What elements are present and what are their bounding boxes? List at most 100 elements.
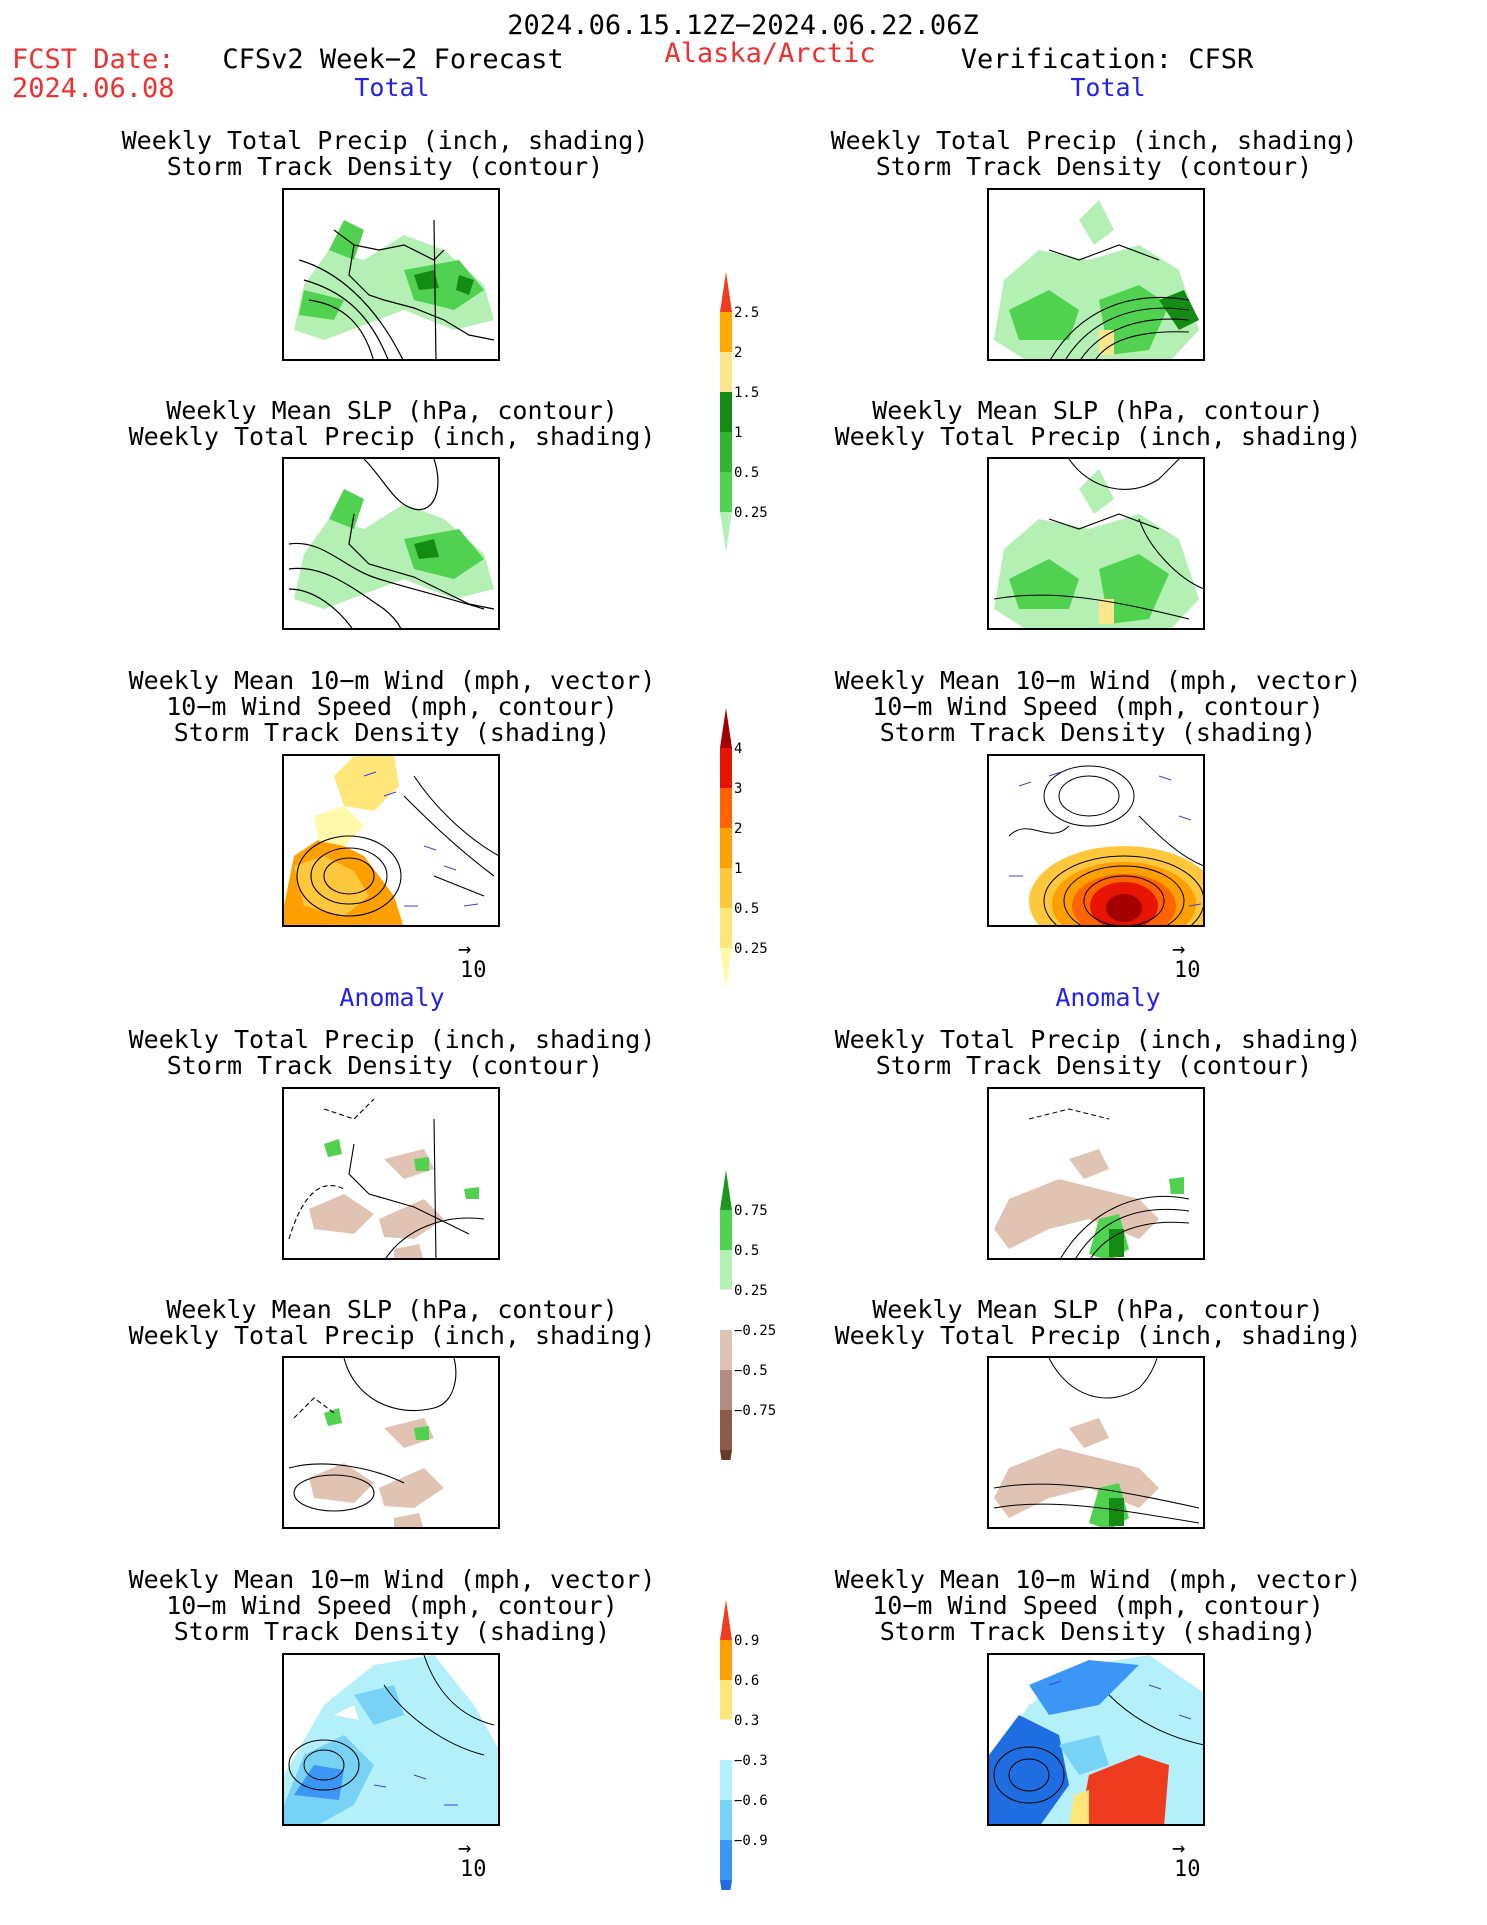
vector-reference-arrow: → <box>1172 937 1186 962</box>
vector-reference-arrow: → <box>458 937 472 962</box>
colorbar-segment <box>720 1760 732 1800</box>
map-total-wind-storm-verification <box>987 754 1205 927</box>
fcst-date-value: 2024.06.08 <box>12 73 175 104</box>
colorbar-segment <box>720 1800 732 1840</box>
colorbar-tick-label: 2 <box>734 345 742 361</box>
vector-reference-value: 10 <box>1174 958 1201 983</box>
forecast-model-label: CFSv2 Week−2 Forecast <box>222 44 564 75</box>
colorbar-total-precip: 0.25 0.5 1 1.5 2 2.5 <box>720 272 768 552</box>
colorbar-segment <box>720 1210 732 1250</box>
map-anomaly-precip-storm-verification <box>987 1087 1205 1260</box>
colorbar-tick-label: 0.6 <box>734 1673 759 1689</box>
section-anomaly-right: Anomaly <box>1055 983 1161 1012</box>
panel-title: Weekly Total Precip (inch, shading) <box>128 1321 656 1350</box>
panel-title: Weekly Total Precip (inch, shading) <box>128 422 656 451</box>
colorbar-segment <box>720 1640 732 1680</box>
colorbar-segment <box>720 432 732 472</box>
vector-reference-value: 10 <box>460 958 487 983</box>
panel-title: Weekly Mean 10−m Wind (mph, vector) <box>128 1565 656 1594</box>
colorbar-segment <box>720 1880 732 1890</box>
colorbar-total-storm-density: 0.25 0.5 1 2 3 4 <box>720 708 768 988</box>
fcst-date-label: FCST Date: <box>12 44 175 75</box>
colorbar-tick-label: 2 <box>734 821 742 837</box>
panel-title: 10−m Wind Speed (mph, contour) <box>166 1591 618 1620</box>
panel-title: Storm Track Density (shading) <box>879 718 1317 747</box>
panel-title: Weekly Mean 10−m Wind (mph, vector) <box>834 1565 1362 1594</box>
region-label: Alaska/Arctic <box>664 38 876 69</box>
colorbar-tick-label: 0.5 <box>734 901 759 917</box>
colorbar-segment <box>720 1250 732 1290</box>
map-anomaly-slp-precip-forecast <box>282 1356 500 1529</box>
colorbar-segment <box>720 1600 732 1640</box>
panel-title: Storm Track Density (contour) <box>875 152 1313 181</box>
colorbar-precip-anomaly: 0.75 0.5 0.25 −0.25 −0.5 −0.75 <box>719 1170 776 1460</box>
panel-title: Weekly Mean 10−m Wind (mph, vector) <box>834 666 1362 695</box>
colorbar-tick-label: 1 <box>734 861 742 877</box>
map-anomaly-slp-precip-verification <box>987 1356 1205 1529</box>
vector-reference-arrow: → <box>1172 1836 1186 1861</box>
section-anomaly-left: Anomaly <box>339 983 445 1012</box>
colorbar-tick-label: 0.25 <box>734 1283 768 1299</box>
panel-title: Weekly Mean 10−m Wind (mph, vector) <box>128 666 656 695</box>
map-total-wind-storm-forecast <box>282 754 500 927</box>
colorbar-segment <box>720 868 732 908</box>
panel-title: Weekly Total Precip (inch, shading) <box>834 422 1362 451</box>
colorbar-segment <box>720 1680 732 1720</box>
colorbar-tick-label: 3 <box>734 781 742 797</box>
colorbar-segment <box>720 472 732 512</box>
colorbar-segment <box>720 392 732 432</box>
colorbar-segment <box>720 272 732 312</box>
colorbar-tick-label: −0.9 <box>734 1833 768 1849</box>
colorbar-segment <box>719 1719 733 1761</box>
section-total-left: Total <box>354 73 430 102</box>
colorbar-tick-label: 2.5 <box>734 305 759 321</box>
vector-reference-value: 10 <box>1174 1857 1201 1882</box>
colorbar-tick-label: 0.9 <box>734 1633 759 1649</box>
colorbar-segment <box>719 1289 733 1331</box>
colorbar-segment <box>720 1330 732 1370</box>
colorbar-tick-label: 0.75 <box>734 1203 768 1219</box>
panel-title: Weekly Total Precip (inch, shading) <box>830 126 1358 155</box>
colorbar-segment <box>720 1840 732 1880</box>
panel-title: 10−m Wind Speed (mph, contour) <box>166 692 618 721</box>
map-total-precip-storm-verification <box>987 188 1205 361</box>
colorbar-tick-label: 1 <box>734 425 742 441</box>
panel-title: Weekly Total Precip (inch, shading) <box>834 1025 1362 1054</box>
panel-title: Storm Track Density (shading) <box>173 1617 611 1646</box>
colorbar-tick-label: 0.5 <box>734 1243 759 1259</box>
colorbar-segment <box>720 948 732 988</box>
panel-title: Storm Track Density (shading) <box>879 1617 1317 1646</box>
colorbar-tick-label: 4 <box>734 741 742 757</box>
colorbar-segment <box>720 788 732 828</box>
vector-reference-arrow: → <box>458 1836 472 1861</box>
vector-reference-value: 10 <box>460 1857 487 1882</box>
colorbar-segment <box>720 908 732 948</box>
panel-title: Storm Track Density (contour) <box>166 152 604 181</box>
panel-title: Weekly Total Precip (inch, shading) <box>128 1025 656 1054</box>
panel-title: Storm Track Density (contour) <box>875 1051 1313 1080</box>
date-range-title: 2024.06.15.12Z−2024.06.22.06Z <box>507 10 979 41</box>
panel-title: Weekly Mean SLP (hPa, contour) <box>166 396 618 425</box>
map-anomaly-wind-storm-forecast <box>282 1653 500 1826</box>
panel-title: Weekly Total Precip (inch, shading) <box>121 126 649 155</box>
colorbar-segment <box>720 512 732 552</box>
colorbar-tick-label: −0.3 <box>734 1753 768 1769</box>
colorbar-segment <box>720 1370 732 1410</box>
colorbar-storm-density-anomaly: 0.9 0.6 0.3 −0.3 −0.6 −0.9 <box>719 1600 768 1890</box>
colorbar-segment <box>720 1450 732 1460</box>
colorbar-tick-label: 0.5 <box>734 465 759 481</box>
map-total-precip-storm-forecast <box>282 188 500 361</box>
colorbar-tick-label: −0.6 <box>734 1793 768 1809</box>
colorbar-tick-label: 0.25 <box>734 941 768 957</box>
map-anomaly-precip-storm-forecast <box>282 1087 500 1260</box>
section-total-right: Total <box>1070 73 1146 102</box>
colorbar-tick-label: 0.25 <box>734 505 768 521</box>
colorbar-segment <box>720 1410 732 1450</box>
colorbar-segment <box>720 748 732 788</box>
panel-title: Weekly Mean SLP (hPa, contour) <box>872 396 1324 425</box>
panel-title: Storm Track Density (shading) <box>173 718 611 747</box>
colorbar-tick-label: 1.5 <box>734 385 759 401</box>
colorbar-segment <box>720 312 732 352</box>
panel-title: Storm Track Density (contour) <box>166 1051 604 1080</box>
map-anomaly-wind-storm-verification <box>987 1653 1205 1826</box>
